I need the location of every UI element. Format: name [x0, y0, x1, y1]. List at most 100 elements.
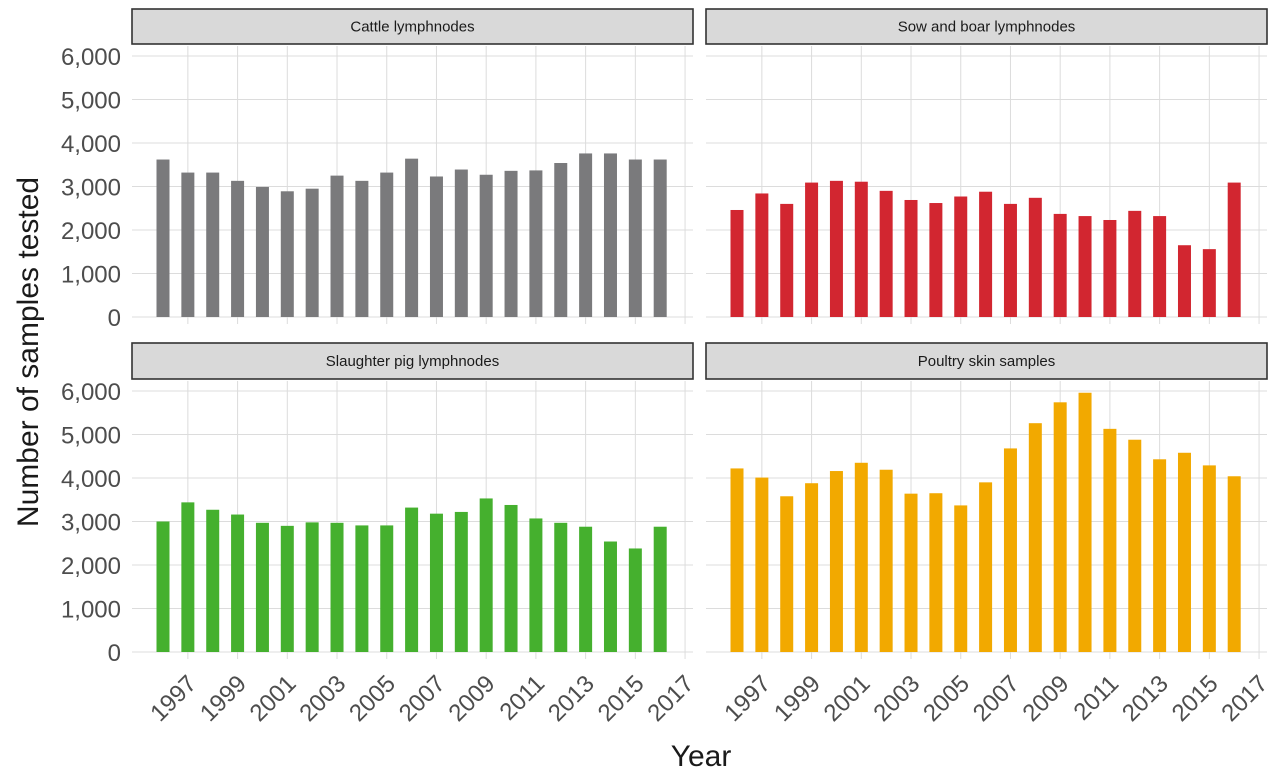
bar-2016 [653, 159, 667, 317]
bar-2015 [1202, 465, 1216, 652]
y-tick-label: 2,000 [61, 218, 121, 245]
x-tick-label: 1997 [145, 670, 202, 727]
bar-1998 [780, 203, 794, 317]
bar-2005 [380, 525, 394, 652]
x-tick-label: 2003 [868, 670, 925, 727]
bar-1998 [206, 509, 220, 652]
y-tick-label: 3,000 [61, 510, 121, 537]
x-tick-label: 2001 [245, 670, 302, 727]
bar-2009 [479, 498, 493, 652]
y-tick-label: 5,000 [61, 88, 121, 115]
bar-1996 [730, 468, 744, 652]
bar-2005 [954, 196, 968, 317]
bar-2016 [1227, 182, 1241, 317]
bar-2008 [1028, 197, 1042, 317]
panel-slaughter-pig-lymphnodes: Slaughter pig lymphnodes 0 1,000 2,000 3,000… [61, 342, 699, 727]
bar-2003 [904, 199, 918, 317]
x-tick-label: 2009 [444, 670, 501, 727]
bar-2008 [1028, 423, 1042, 652]
bar-2000 [255, 186, 269, 317]
gridlines [132, 46, 693, 324]
bar-2013 [579, 153, 593, 317]
bar-2010 [504, 504, 518, 652]
bar-2015 [628, 159, 642, 317]
bar-1997 [755, 193, 769, 317]
bar-2010 [1078, 216, 1092, 317]
bar-2011 [529, 170, 543, 317]
panel-title: Sow and boar lymphnodes [898, 19, 1076, 36]
bar-2004 [929, 493, 943, 652]
bar-2011 [1103, 428, 1117, 652]
panel-strip [131, 8, 694, 45]
bar-2009 [479, 174, 493, 317]
bar-2006 [405, 158, 419, 317]
y-tick-label: 4,000 [61, 131, 121, 158]
y-tick-label: 4,000 [61, 466, 121, 493]
bar-2010 [1078, 392, 1092, 652]
bar-2004 [355, 525, 369, 652]
y-tick-label: 6,000 [61, 44, 121, 71]
bar-2001 [280, 525, 294, 652]
x-tick-label: 1997 [719, 670, 776, 727]
bar-2007 [429, 513, 443, 652]
y-tick-label: 3,000 [61, 175, 121, 202]
y-tick-label: 0 [108, 640, 121, 667]
y-tick-label: 2,000 [61, 553, 121, 580]
bar-2008 [454, 169, 468, 317]
x-tick-label: 2015 [593, 670, 650, 727]
bar-2012 [1128, 210, 1142, 317]
bar-2014 [1177, 245, 1191, 317]
x-tick-label: 2011 [495, 670, 551, 726]
bar-2000 [829, 471, 843, 652]
x-tick-label: 2003 [294, 670, 351, 727]
panel-strip [705, 342, 1268, 380]
y-tick-label: 1,000 [61, 262, 121, 289]
bar-1996 [156, 521, 170, 652]
bar-2003 [330, 175, 344, 317]
bar-2007 [429, 176, 443, 317]
panel-title: Cattle lymphnodes [350, 19, 474, 36]
bars [730, 392, 1241, 652]
bar-2002 [305, 188, 319, 317]
x-tick-label: 2013 [1117, 670, 1174, 727]
bar-2005 [380, 172, 394, 317]
bar-2010 [504, 170, 518, 317]
bar-2011 [1103, 219, 1117, 317]
bar-2002 [879, 469, 893, 652]
bar-1999 [805, 182, 819, 317]
bar-1999 [231, 514, 245, 652]
bar-2012 [554, 163, 568, 317]
panel-strip [131, 342, 694, 380]
bar-1996 [730, 209, 744, 317]
bar-2014 [603, 153, 617, 317]
bar-2005 [954, 505, 968, 652]
bar-2015 [1202, 249, 1216, 317]
x-tick-label: 1999 [769, 670, 826, 727]
y-axis-title: Number of samples tested [12, 177, 45, 527]
bar-2013 [1153, 459, 1167, 652]
panel-title: Poultry skin samples [918, 353, 1056, 370]
bar-2000 [829, 180, 843, 317]
bar-2013 [1153, 216, 1167, 317]
panel-title: Slaughter pig lymphnodes [326, 353, 499, 370]
bar-2016 [653, 526, 667, 652]
panel-poultry-skin-samples: Poultry skin samples 19971999200120032005… [705, 342, 1273, 727]
bar-2016 [1227, 476, 1241, 652]
bar-2003 [904, 493, 918, 652]
x-tick-label: 2017 [1216, 670, 1273, 727]
panel-sow-and-boar-lymphnodes: Sow and boar lymphnodes [705, 8, 1268, 324]
gridlines [706, 46, 1267, 324]
x-tick-label: 2009 [1018, 670, 1075, 727]
bars [156, 153, 667, 317]
y-tick-label: 5,000 [61, 423, 121, 450]
x-tick-label: 2007 [394, 670, 451, 727]
bar-1997 [181, 172, 195, 317]
y-tick-label: 1,000 [61, 597, 121, 624]
bar-2002 [305, 522, 319, 652]
x-tick-label: 1999 [195, 670, 252, 727]
bar-2007 [1003, 448, 1017, 652]
bar-1998 [780, 496, 794, 652]
bar-2001 [854, 181, 868, 317]
bar-2014 [603, 541, 617, 652]
x-tick-label: 2015 [1167, 670, 1224, 727]
